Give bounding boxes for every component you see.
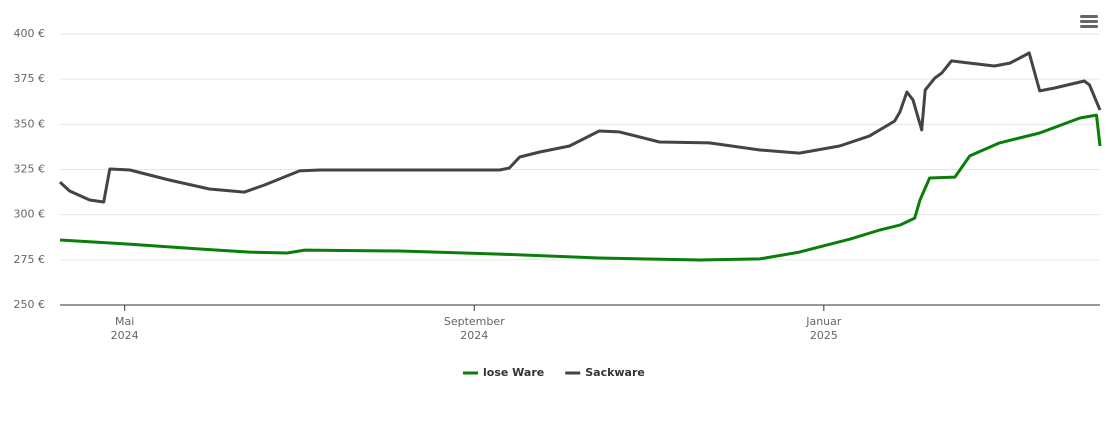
- y-tick-label: 375 €: [14, 72, 46, 85]
- y-tick-label: 325 €: [14, 163, 46, 176]
- x-tick-label: Mai 2024: [110, 315, 139, 342]
- y-tick-label: 400 €: [14, 27, 46, 40]
- legend-item[interactable]: Sackware: [565, 366, 645, 379]
- legend-label: Sackware: [585, 366, 645, 379]
- menu-bar: [1080, 20, 1098, 23]
- menu-bar: [1080, 15, 1098, 18]
- y-tick-label: 350 €: [14, 117, 46, 130]
- y-tick-label: 275 €: [14, 253, 46, 266]
- legend-item[interactable]: lose Ware: [463, 366, 544, 379]
- x-tick-label: September 2024: [443, 315, 505, 342]
- menu-bar: [1080, 25, 1098, 28]
- series-line: [58, 51, 1102, 204]
- y-tick-label: 300 €: [14, 208, 46, 221]
- x-tick-label: Januar 2025: [806, 315, 842, 342]
- legend-label: lose Ware: [483, 366, 544, 379]
- series-line: [59, 113, 1102, 262]
- menu-icon[interactable]: [1080, 15, 1098, 28]
- y-tick-label: 250 €: [14, 298, 46, 311]
